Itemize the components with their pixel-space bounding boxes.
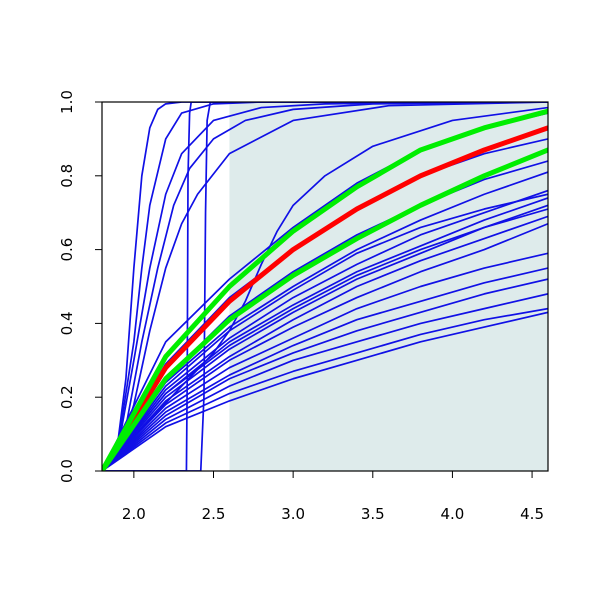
x-tick-label: 2.5 — [202, 505, 226, 523]
x-tick-label: 3.5 — [361, 505, 385, 523]
y-tick-label: 0.2 — [58, 385, 76, 409]
y-axis-ticks: 0.0 0.2 0.4 0.6 0.8 1.0 — [58, 90, 102, 483]
series-line-blue-25 — [102, 208, 548, 471]
series-line-blue-19 — [102, 267, 548, 471]
plot-frame — [101, 101, 549, 472]
y-tick-label: 0.4 — [58, 311, 76, 335]
series-layer — [102, 102, 548, 471]
series-line-blue-2 — [102, 102, 548, 471]
series-line-blue-20 — [102, 278, 548, 471]
y-tick-label: 0.0 — [58, 459, 76, 483]
series-line-blue-24 — [102, 193, 548, 471]
x-axis-ticks: 2.0 2.5 3.0 3.5 4.0 4.5 — [122, 471, 544, 523]
x-tick-label: 4.5 — [520, 505, 544, 523]
series-line-blue-23 — [102, 311, 548, 471]
series-line-blue-12 — [102, 171, 548, 471]
series-line-red-26 — [102, 125, 548, 471]
series-line-blue-7 — [102, 102, 548, 471]
y-tick-label: 0.6 — [58, 238, 76, 262]
y-tick-label: 1.0 — [58, 90, 76, 114]
x-tick-label: 3.0 — [281, 505, 305, 523]
series-line-blue-17 — [102, 222, 548, 471]
series-line-blue-3 — [102, 102, 548, 471]
series-line-blue-18 — [102, 252, 548, 471]
series-line-blue-1 — [102, 102, 548, 471]
x-tick-label: 4.0 — [440, 505, 464, 523]
series-line-green-28 — [102, 147, 548, 471]
y-tick-label: 0.8 — [58, 164, 76, 188]
series-line-blue-6 — [102, 102, 548, 471]
series-line-green-27 — [102, 108, 548, 471]
series-line-blue-13 — [102, 189, 548, 471]
shaded-region — [229, 102, 548, 471]
series-line-blue-21 — [102, 293, 548, 471]
x-tick-label: 2.0 — [122, 505, 146, 523]
series-line-blue-22 — [102, 307, 548, 471]
series-line-blue-4 — [102, 102, 548, 471]
series-line-blue-16 — [102, 215, 548, 471]
